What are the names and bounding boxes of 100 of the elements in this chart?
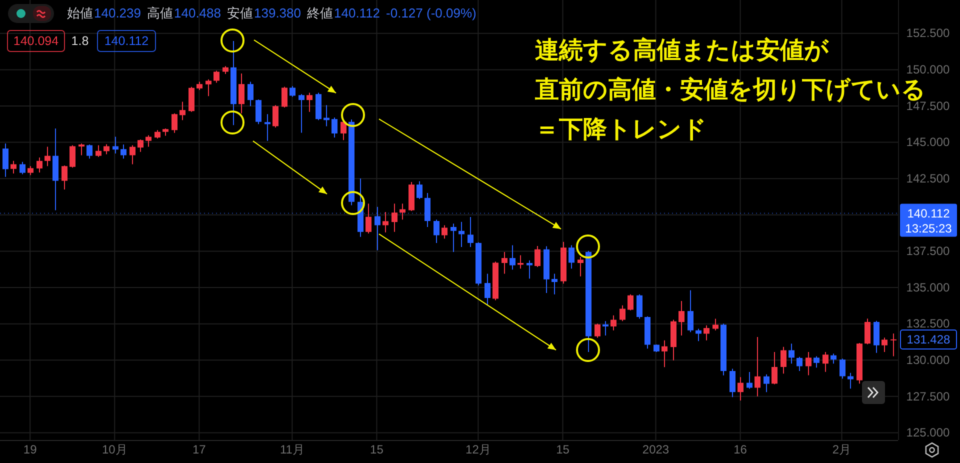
candlestick: [10, 160, 16, 174]
candlestick: [704, 324, 710, 341]
candlestick: [840, 358, 846, 380]
candlestick: [450, 223, 456, 252]
x-tick-label: 12月: [466, 442, 491, 457]
candlestick: [214, 70, 220, 84]
x-tick-label: 10月: [102, 442, 128, 457]
y-tick-label: 137.500: [906, 244, 950, 258]
y-tick-label: 152.500: [906, 26, 950, 40]
candlestick: [400, 203, 406, 220]
annotation: 140.239: [94, 6, 141, 20]
candlestick: [730, 368, 736, 398]
candlestick: [2, 142, 8, 178]
x-tick-label: 16: [734, 442, 748, 457]
y-tick-label: 145.000: [906, 135, 950, 150]
candlestick: [662, 340, 668, 368]
candlestick: [366, 203, 372, 234]
candlestick: [610, 314, 616, 331]
candlestick: [112, 136, 118, 154]
candlestick: [424, 192, 430, 228]
x-tick-label: 2月: [832, 442, 852, 457]
y-tick-label: 125.000: [906, 426, 950, 440]
candlestick: [434, 219, 440, 244]
candlestick: [70, 144, 76, 168]
candlestick: [678, 300, 684, 336]
candlestick: [138, 139, 144, 152]
candlestick: [86, 144, 92, 160]
candlestick: [416, 180, 422, 200]
candlestick: [628, 294, 634, 311]
x-tick-label: 11月: [280, 442, 304, 457]
candlestick: [620, 304, 626, 322]
candlestick: [382, 212, 388, 233]
candlestick: [568, 244, 574, 270]
annotation: 140.094: [13, 34, 59, 48]
candlestick: [788, 343, 794, 364]
annotation: 140.112: [104, 34, 149, 48]
y-tick-label: 127.500: [906, 389, 950, 404]
candlestick: [238, 72, 244, 114]
candlestick: [36, 157, 42, 174]
candlestick: [510, 244, 516, 270]
candlestick: [484, 273, 490, 306]
candlestick: [458, 221, 464, 248]
candlestick: [814, 356, 820, 368]
text: 131.428: [906, 332, 951, 346]
candlestick: [104, 144, 110, 155]
annotation: 高値: [147, 6, 173, 20]
candlestick: [28, 166, 34, 176]
annotation: 安値: [227, 6, 253, 20]
annotation: 140.112: [334, 6, 380, 20]
candlestick: [272, 104, 278, 128]
candlestick: [248, 81, 254, 107]
candlestick: [180, 101, 186, 121]
text: 13:25:23: [905, 221, 952, 236]
x-tick-label: 2023: [642, 442, 670, 457]
candlestick: [874, 320, 880, 354]
candlestick: [636, 294, 642, 320]
annotation: ＝下降トレンド: [535, 115, 707, 143]
candlestick: [502, 251, 508, 274]
candlestick: [290, 86, 296, 98]
candlestick: [172, 112, 178, 134]
candlestick: [864, 318, 870, 345]
candlestick: [392, 203, 398, 232]
candlestick: [746, 372, 752, 390]
candlestick: [754, 336, 760, 397]
candlestick: [78, 142, 84, 156]
candlestick: [306, 92, 312, 112]
y-tick-label: 150.000: [906, 62, 950, 77]
candlestick: [806, 352, 812, 376]
x-tick-label: 19: [23, 442, 38, 457]
annotation: 139.380: [254, 6, 301, 20]
candlestick: [332, 116, 338, 138]
candlestick: [282, 86, 288, 108]
candlestick: [712, 318, 718, 331]
candlestick: [688, 290, 694, 333]
candlestick: [468, 216, 474, 248]
candlestick: [526, 260, 532, 280]
candlestick: [738, 376, 744, 401]
annotation: 140.488: [174, 6, 221, 20]
y-tick-label: 142.500: [906, 171, 950, 186]
candlestick: [120, 144, 126, 160]
candlestick: [298, 94, 304, 134]
candlestick: [442, 224, 448, 240]
candlestick: [130, 144, 136, 165]
annotation: 1.8: [71, 34, 89, 48]
candlestick: [578, 256, 584, 277]
candlestick: [882, 337, 888, 352]
candlestick: [594, 323, 600, 338]
annotation: -0.127 (-0.09%): [386, 6, 476, 20]
x-tick-label: 17: [192, 442, 206, 457]
candlestick: [264, 114, 270, 142]
candlestick: [772, 352, 778, 385]
annotation: 始値: [67, 6, 93, 20]
candlestick: [848, 372, 854, 390]
y-tick-label: 132.500: [906, 316, 950, 331]
candlestick: [96, 144, 102, 158]
candlestick: [602, 320, 608, 336]
candlestick: [534, 245, 540, 268]
x-tick-label: 15: [370, 442, 384, 457]
candlestick: [830, 353, 836, 364]
candlestick: [20, 161, 26, 175]
